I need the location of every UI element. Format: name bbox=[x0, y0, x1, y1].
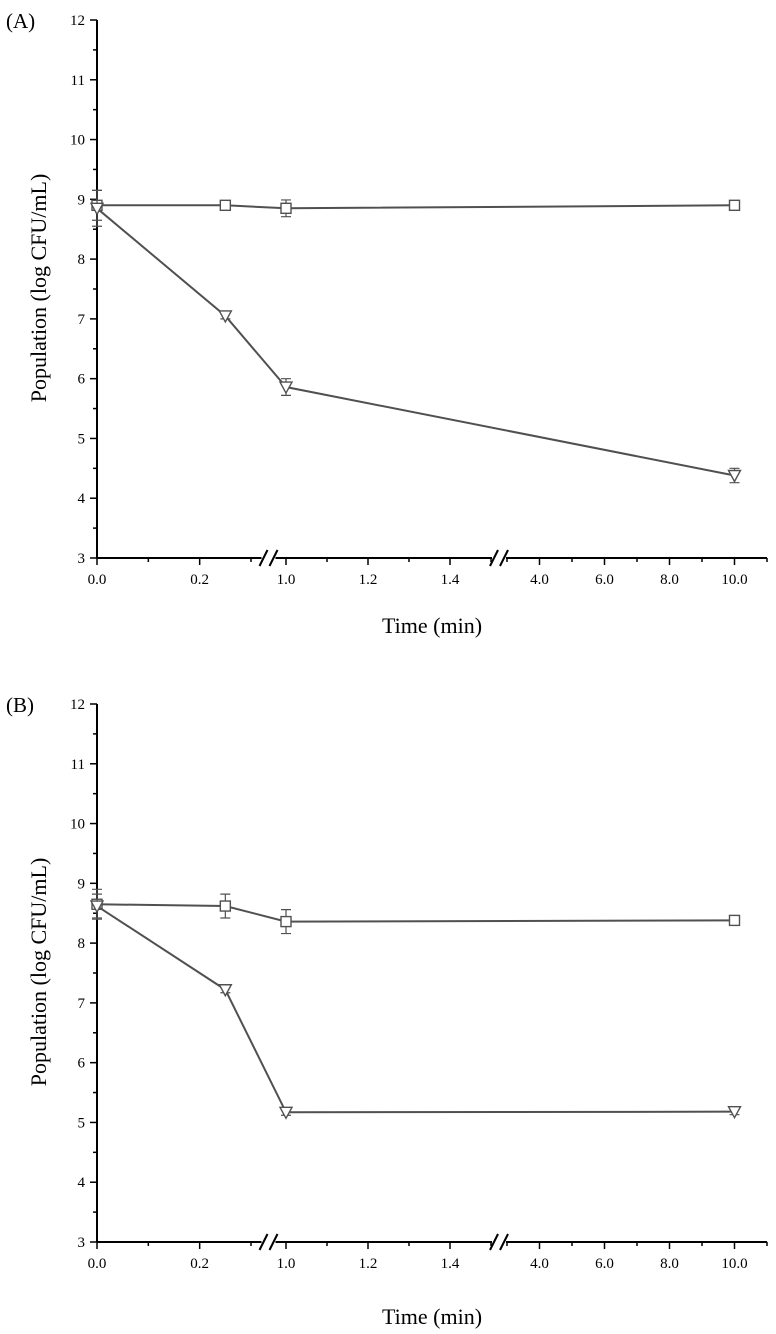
x-tick-label: 0.2 bbox=[190, 572, 209, 588]
x-ticks: 0.0 0.2 1.0 1.2 1.4 4.0 6.0 8.0 10.0 bbox=[88, 1242, 768, 1272]
y-tick-label: 7 bbox=[78, 312, 86, 328]
x-tick-label: 0.2 bbox=[190, 1256, 209, 1272]
data-point-square bbox=[280, 915, 292, 928]
panel-label: (B) bbox=[6, 693, 34, 717]
y-tick-label: 5 bbox=[78, 1115, 86, 1131]
y-tick-label: 11 bbox=[71, 73, 85, 89]
data-point-triangle bbox=[218, 984, 233, 998]
x-axis-title: Time (min) bbox=[382, 1304, 482, 1329]
axis-break-slash bbox=[499, 1233, 509, 1251]
data-point-triangle bbox=[727, 1105, 742, 1120]
axis-break-slash bbox=[268, 549, 279, 567]
axes bbox=[96, 20, 767, 559]
axis-break-gap bbox=[261, 554, 276, 562]
series-line-square bbox=[97, 204, 735, 210]
data-point-triangle bbox=[89, 900, 105, 914]
data-point-triangle bbox=[278, 1106, 294, 1120]
y-tick-label: 10 bbox=[70, 133, 85, 149]
y-tick-label: 8 bbox=[78, 936, 86, 952]
y-tick-label: 4 bbox=[78, 1175, 86, 1191]
series-line-square bbox=[96, 903, 735, 923]
axis-breaks bbox=[258, 549, 509, 567]
x-ticks: 0.0 0.2 1.0 1.2 1.4 4.0 6.0 8.0 10.0 bbox=[88, 558, 768, 588]
y-tick-label: 4 bbox=[78, 491, 86, 507]
axis-break-slash bbox=[268, 1233, 279, 1251]
data-point-triangle bbox=[278, 381, 294, 395]
x-tick-label: 0.0 bbox=[88, 1256, 107, 1272]
y-tick-label: 8 bbox=[78, 252, 86, 268]
data-point-square bbox=[219, 199, 232, 212]
y-tick-label: 12 bbox=[70, 697, 85, 713]
axis-break-mark bbox=[489, 1233, 509, 1251]
y-tick-label: 6 bbox=[78, 372, 86, 388]
series-group bbox=[89, 189, 742, 484]
x-tick-label: 0.0 bbox=[88, 572, 107, 588]
data-point-triangle bbox=[218, 310, 233, 324]
axis-break-slash bbox=[499, 549, 509, 567]
x-tick-label: 4.0 bbox=[530, 1256, 549, 1272]
axis-break-gap bbox=[261, 1238, 276, 1246]
x-tick-label: 6.0 bbox=[595, 572, 614, 588]
data-point-square bbox=[219, 900, 232, 912]
x-tick-label: 1.2 bbox=[359, 1256, 378, 1272]
axis-breaks bbox=[258, 1233, 509, 1251]
axis-break-mark bbox=[258, 549, 279, 567]
y-tick-label: 6 bbox=[78, 1056, 86, 1072]
x-tick-label: 1.0 bbox=[277, 572, 296, 588]
axis-break-slash bbox=[258, 549, 269, 567]
y-tick-label: 5 bbox=[78, 431, 86, 447]
axis-break-gap bbox=[492, 1238, 506, 1246]
panel-label: (A) bbox=[6, 9, 35, 33]
x-tick-label: 1.4 bbox=[441, 572, 460, 588]
chart-b: (B) 3 4 5 6 7 8 9 10 11 12 0.0 0.2 1.0 1.2 1.4 4.0 6.0 8… bbox=[6, 693, 768, 1329]
y-tick-label: 10 bbox=[70, 817, 85, 833]
x-tick-label: 1.4 bbox=[441, 1256, 460, 1272]
x-tick-label: 1.2 bbox=[359, 572, 378, 588]
series-line-triangle-down bbox=[96, 207, 735, 477]
axis-break-mark bbox=[489, 549, 509, 567]
y-axis-title: Population (log CFU/mL) bbox=[26, 174, 51, 403]
y-tick-label: 3 bbox=[78, 551, 86, 567]
y-tick-label: 9 bbox=[78, 192, 86, 208]
axes bbox=[96, 704, 767, 1243]
x-tick-label: 8.0 bbox=[660, 572, 679, 588]
data-point-square bbox=[728, 199, 741, 212]
x-tick-label: 6.0 bbox=[595, 1256, 614, 1272]
axis-break-gap bbox=[492, 554, 506, 562]
y-tick-label: 11 bbox=[71, 757, 85, 773]
x-tick-label: 4.0 bbox=[530, 572, 549, 588]
y-ticks: 3 4 5 6 7 8 9 10 11 12 bbox=[70, 697, 97, 1251]
series-line-triangle-down bbox=[96, 905, 735, 1114]
axis-break-slash bbox=[489, 549, 499, 567]
x-tick-label: 1.0 bbox=[277, 1256, 296, 1272]
y-tick-label: 7 bbox=[78, 996, 86, 1012]
axis-break-slash bbox=[489, 1233, 499, 1251]
y-tick-label: 12 bbox=[70, 13, 85, 29]
axis-break-slash bbox=[258, 1233, 269, 1251]
data-point-square bbox=[280, 202, 292, 215]
chart-a: (A) 3 4 5 6 7 8 9 10 11 12 0.0 0.2 1.0 1.2 1.4 4.0 6.0 8… bbox=[6, 9, 768, 638]
x-tick-label: 10.0 bbox=[721, 1256, 747, 1272]
x-tick-label: 10.0 bbox=[721, 572, 747, 588]
series-group bbox=[89, 888, 742, 1120]
data-point-triangle bbox=[89, 202, 105, 216]
axis-break-mark bbox=[258, 1233, 279, 1251]
y-tick-label: 3 bbox=[78, 1235, 86, 1251]
x-axis-title: Time (min) bbox=[382, 613, 482, 638]
y-axis-title: Population (log CFU/mL) bbox=[26, 858, 51, 1087]
data-point-triangle bbox=[727, 469, 742, 483]
x-tick-label: 8.0 bbox=[660, 1256, 679, 1272]
y-tick-label: 9 bbox=[78, 876, 86, 892]
data-point-square bbox=[728, 914, 741, 927]
y-ticks: 3 4 5 6 7 8 9 10 11 12 bbox=[70, 13, 97, 567]
